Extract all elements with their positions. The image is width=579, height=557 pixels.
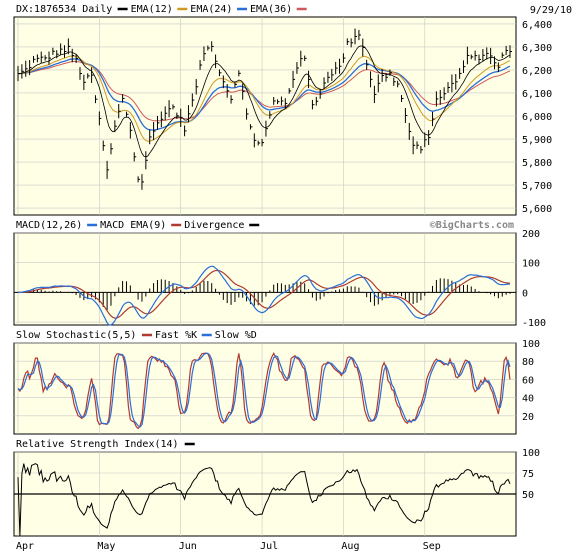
y-tick-label: 100 [522,339,540,350]
panel-title: MACD(12,26) [16,220,82,231]
y-tick-label: 6,000 [522,112,552,123]
y-tick-label: 6,100 [522,89,552,100]
legend-label: Fast %K [155,330,197,341]
chart-labels: 5,600 5,700 5,800 5,900 6,000 6,100 6,200 6,300… [16,4,552,552]
ema12-line [17,45,511,158]
legend-label: EMA(24) [190,4,232,15]
y-tick-label: 0 [522,288,528,299]
x-tick-label: Sep [423,541,441,552]
panel-title: Slow Stochastic(5,5) [16,330,136,341]
watermark: ©BigCharts.com [430,219,514,231]
y-tick-label: 6,300 [522,43,552,54]
y-tick-label: 80 [522,357,534,368]
y-tick-label: 5,700 [522,181,552,192]
y-tick-label: 6,200 [522,66,552,77]
chart-series [14,28,516,537]
legend-label: Slow %D [215,330,257,341]
panel-title: Relative Strength Index(14) [16,439,179,450]
y-tick-label: 6,400 [522,20,552,31]
y-tick-label: 5,600 [522,204,552,215]
legend-label: EMA(36) [250,4,292,15]
y-tick-label: 60 [522,375,534,386]
y-tick-label: 5,800 [522,158,552,169]
stoch-k-line [17,351,511,430]
y-tick-label: 50 [522,490,534,501]
y-tick-label: 5,900 [522,135,552,146]
ema36-line [17,58,511,131]
ema-long-line [18,60,511,122]
y-tick-label: -100 [522,318,546,329]
legend-label: Divergence [184,220,244,231]
x-tick-label: Jul [260,541,278,552]
stoch-d-line [17,352,511,428]
legend-label: EMA(12) [131,4,173,15]
y-tick-label: 75 [522,469,534,480]
y-tick-label: 100 [522,448,540,459]
x-tick-label: Apr [16,541,34,552]
x-tick-label: Aug [341,541,359,552]
x-tick-label: May [97,541,115,552]
macd-line [17,265,511,326]
y-tick-label: 200 [522,229,540,240]
y-tick-label: 40 [522,394,534,405]
rsi-line [17,463,511,537]
y-tick-label: 100 [522,259,540,270]
date-label: 9/29/10 [530,5,572,16]
panel-title: DX:1876534 Daily [16,4,112,15]
legend-label: MACD EMA(9) [100,220,166,231]
ema24-line [17,55,511,142]
y-tick-label: 20 [522,412,534,423]
x-tick-label: Jun [179,541,197,552]
